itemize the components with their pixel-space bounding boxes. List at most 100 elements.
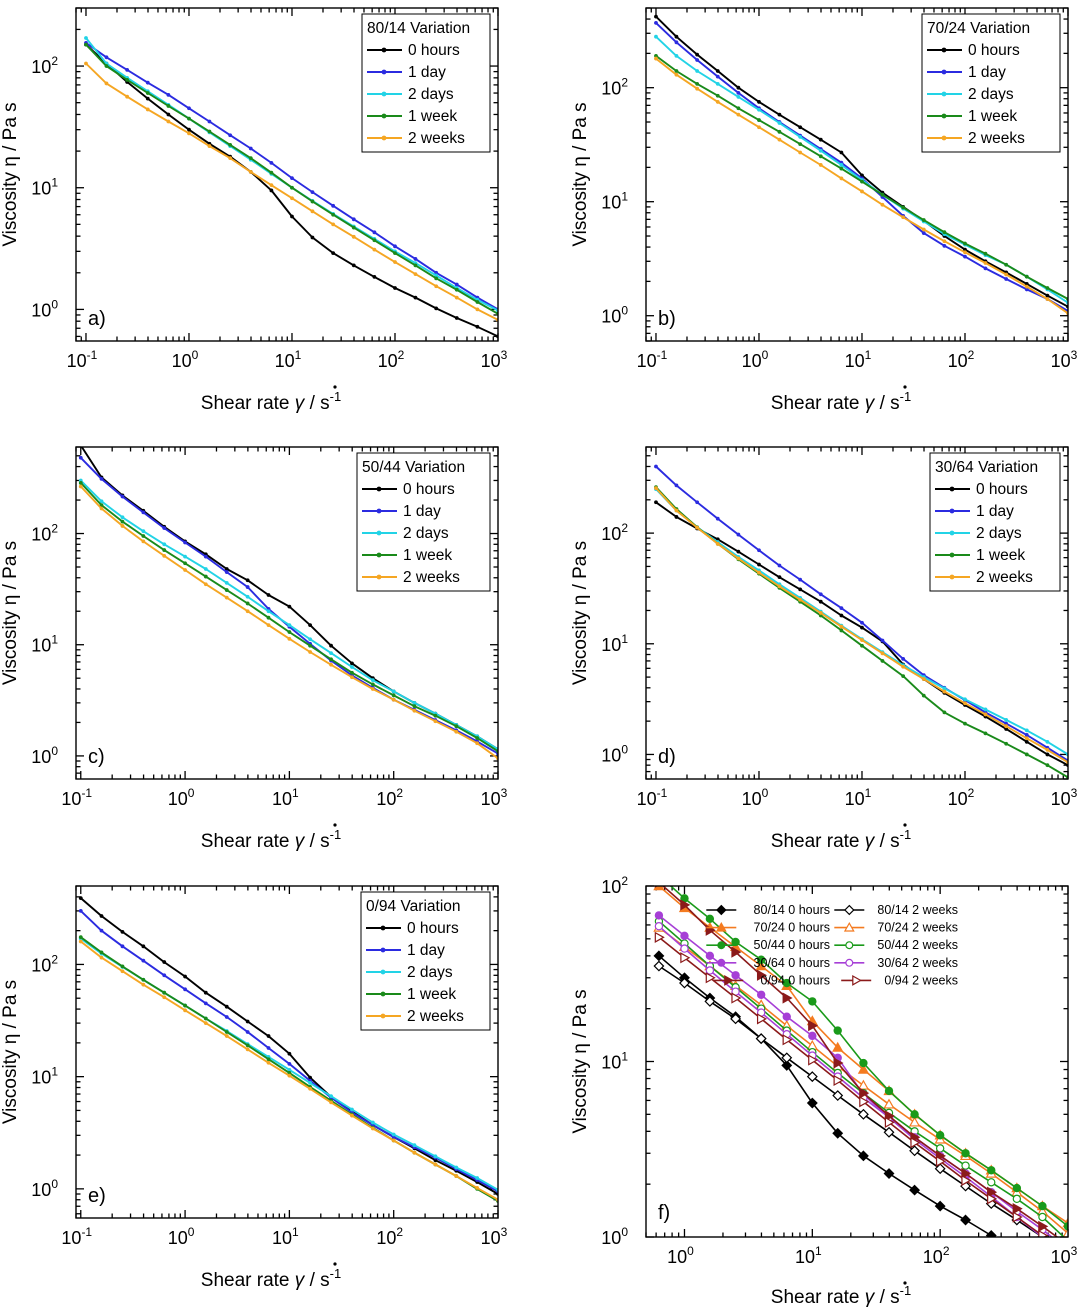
data-point [715, 81, 720, 86]
data-point [120, 515, 125, 520]
data-point [1045, 752, 1050, 757]
data-point [413, 295, 418, 300]
data-point [654, 14, 658, 19]
data-point [704, 995, 716, 1007]
data-point [310, 209, 315, 214]
x-tick-exponent: -1 [81, 786, 92, 800]
data-point [224, 1015, 229, 1019]
data-point [434, 270, 439, 275]
x-tick-label: 10-1 [67, 348, 98, 371]
y-tick-label: 101 [601, 632, 628, 655]
x-tick-base: 10 [845, 789, 865, 809]
legend-marker [941, 113, 947, 119]
data-point [287, 1070, 292, 1075]
data-point [290, 214, 294, 219]
data-point [266, 1060, 271, 1065]
data-point [183, 1003, 187, 1008]
x-axis-label-part: -1 [900, 389, 912, 404]
data-point [290, 176, 294, 180]
x-axis-label: Shear rate γ / s-1 [201, 827, 341, 852]
y-axis-label: Viscosity η / Pa s [570, 102, 591, 246]
data-point [983, 707, 988, 712]
data-point [983, 266, 988, 271]
data-point [287, 1061, 292, 1066]
data-point [84, 42, 88, 47]
x-tick-exponent: 3 [501, 786, 508, 800]
data-point [166, 92, 171, 97]
y-tick-label: 102 [31, 952, 58, 975]
data-point [187, 116, 191, 121]
data-point [942, 243, 947, 248]
y-tick-label: 102 [31, 522, 58, 545]
data-point [162, 960, 167, 964]
data-point [433, 719, 438, 724]
legend-label: 2 days [968, 86, 1014, 103]
data-point [120, 944, 125, 949]
data-point [224, 567, 229, 571]
data-point [884, 1110, 895, 1122]
x-axis-label: Shear rate γ / s-1 [771, 1283, 911, 1308]
data-point [120, 929, 125, 934]
legend-label: 80/14 2 weeks [877, 903, 958, 917]
x-tick-label: 103 [1051, 1244, 1078, 1267]
data-point [818, 154, 823, 159]
data-point [654, 54, 658, 58]
data-point [141, 510, 146, 515]
legend-label: 30/64 0 hours [754, 956, 830, 970]
x-tick-label: 100 [742, 348, 769, 371]
y-tick-base: 10 [601, 79, 621, 99]
data-point [942, 710, 947, 715]
data-point [162, 542, 167, 547]
legend-label: 1 day [976, 503, 1014, 520]
data-point [935, 1144, 945, 1153]
data-point [695, 86, 700, 91]
data-point [413, 257, 418, 261]
panel-label: d) [658, 746, 676, 768]
data-point [901, 205, 906, 210]
data-point [1004, 277, 1009, 281]
y-tick-label: 100 [601, 742, 628, 765]
data-point [798, 597, 803, 602]
x-tick-base: 10 [376, 1228, 396, 1248]
data-point [653, 950, 665, 962]
data-point [308, 650, 313, 654]
x-axis-label-part: Shear rate [201, 831, 290, 852]
data-point [880, 638, 885, 643]
legend-marker [949, 552, 955, 558]
y-tick-exponent: 2 [51, 54, 58, 68]
data-point [228, 156, 233, 161]
data-point [674, 483, 679, 488]
data-point [782, 992, 793, 1004]
data-point [269, 188, 274, 193]
x-tick-label: 102 [948, 348, 975, 371]
data-point [1004, 718, 1009, 722]
y-tick-label: 102 [31, 54, 58, 77]
data-point [674, 515, 679, 519]
data-point [308, 643, 313, 648]
data-point [310, 199, 315, 204]
x-tick-label: 10-1 [637, 786, 668, 809]
data-point [859, 1087, 870, 1099]
x-axis-label-part: Shear rate [201, 1270, 290, 1291]
data-point [987, 1166, 996, 1175]
data-point [909, 1184, 921, 1196]
legend-label: 1 week [403, 547, 452, 564]
legend-label: 1 week [408, 108, 457, 125]
x-axis-label-part: -1 [330, 389, 342, 404]
data-point [921, 693, 926, 698]
data-point [120, 519, 125, 524]
x-tick-label: 101 [275, 348, 302, 371]
data-point [287, 636, 292, 641]
x-tick-label: 10-1 [61, 1225, 92, 1248]
series-group [653, 886, 1068, 1237]
y-tick-exponent: 2 [621, 76, 628, 90]
data-point [674, 34, 679, 39]
data-point [350, 675, 354, 680]
data-point [331, 251, 336, 256]
x-tick-base: 10 [1051, 351, 1071, 371]
data-point [833, 1074, 844, 1087]
legend-label: 80/14 0 hours [754, 903, 830, 917]
data-point [839, 150, 844, 155]
data-point [475, 1176, 480, 1180]
